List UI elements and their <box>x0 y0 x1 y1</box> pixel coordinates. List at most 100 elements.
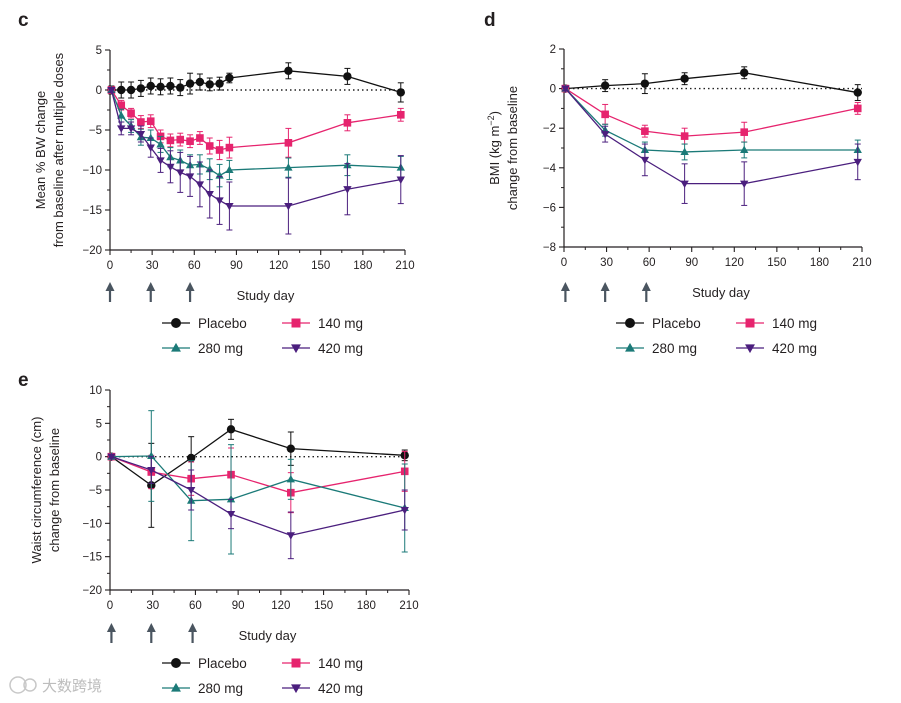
legend-item-mg420: 420 mg <box>282 341 363 356</box>
dosing-arrow <box>105 282 115 302</box>
marker-square <box>740 128 749 136</box>
y-label-superscript: −2 <box>486 115 496 125</box>
y-tick-label: 2 <box>550 44 556 56</box>
marker-circle <box>171 658 181 668</box>
dosing-arrow-head <box>105 282 115 291</box>
marker-circle <box>853 88 862 97</box>
marker-triangle-down <box>156 157 165 165</box>
dosing-arrow-head <box>560 282 570 291</box>
marker-triangle-up <box>146 133 155 142</box>
series-mg420 <box>107 453 409 560</box>
panel-letter-c: c <box>18 10 29 31</box>
legend-item-mg280: 280 mg <box>162 681 243 696</box>
legend: Placebo 140 mg 280 mg 420 mg <box>162 316 363 356</box>
panel-c: c 5 0 −5 −10 −15 −20 0 30 60 90 120 150 180 210 Study d… <box>18 10 415 356</box>
marker-triangle-up <box>226 494 236 503</box>
marker-triangle-up <box>147 451 156 460</box>
legend-item-mg420: 420 mg <box>282 681 363 696</box>
marker-circle <box>176 83 185 92</box>
marker-square <box>680 132 689 140</box>
y-tick-label: 0 <box>96 452 102 464</box>
marker-circle <box>600 81 610 90</box>
marker-circle <box>640 79 650 88</box>
marker-triangle-down <box>291 344 301 354</box>
marker-square <box>146 117 155 125</box>
y-tick-label: −20 <box>82 585 102 597</box>
marker-circle <box>146 81 155 91</box>
y-axis-label-line: Mean % BW change <box>33 91 48 210</box>
marker-triangle-up <box>680 147 689 155</box>
dosing-arrow <box>641 282 651 302</box>
marker-circle <box>171 318 181 328</box>
legend-label-mg420: 420 mg <box>318 681 363 696</box>
dosing-arrow <box>185 282 195 302</box>
x-tick-label: 90 <box>685 257 698 269</box>
marker-triangle-down <box>176 169 185 177</box>
series-line <box>111 456 405 537</box>
panel-letter-e: e <box>18 370 29 391</box>
y-tick-label: −15 <box>82 552 102 564</box>
x-tick-label: 0 <box>107 600 113 612</box>
x-tick-label: 120 <box>269 260 288 272</box>
x-tick-label: 150 <box>767 257 786 269</box>
legend-label-placebo: Placebo <box>198 316 247 331</box>
y-tick-label: −4 <box>543 163 557 175</box>
series-line <box>564 88 858 185</box>
marker-square <box>196 134 204 142</box>
marker-square <box>225 143 234 152</box>
y-label-text: ) <box>487 111 502 115</box>
marker-circle <box>156 82 165 92</box>
y-axis-label-line: Waist circumference (cm) <box>29 417 44 564</box>
marker-circle <box>186 453 196 463</box>
dosing-arrow-head <box>641 282 651 291</box>
marker-triangle-down <box>561 85 570 93</box>
marker-square <box>176 135 185 144</box>
dosing-arrow-head <box>188 623 198 632</box>
series-line <box>111 455 405 509</box>
y-tick-label: −20 <box>82 245 102 257</box>
y-tick-label: −8 <box>543 242 556 254</box>
marker-square <box>291 318 301 328</box>
legend-item-placebo: Placebo <box>162 316 247 331</box>
marker-circle <box>117 85 126 95</box>
legend-label-mg140: 140 mg <box>318 316 363 331</box>
marker-triangle-down <box>640 156 650 165</box>
legend-label-mg140: 140 mg <box>772 316 817 331</box>
x-tick-label: 0 <box>561 257 567 269</box>
series-placebo <box>561 66 862 101</box>
x-tick-label: 90 <box>232 600 245 612</box>
marker-square <box>745 318 755 328</box>
marker-triangle-down <box>205 190 214 199</box>
y-tick-label: 10 <box>89 385 102 397</box>
marker-triangle-down <box>740 180 749 189</box>
marker-circle <box>205 80 214 89</box>
y-tick-label: −2 <box>543 123 556 135</box>
marker-square <box>641 127 649 135</box>
legend-item-mg420: 420 mg <box>736 341 817 356</box>
marker-circle <box>185 79 195 88</box>
legend-item-placebo: Placebo <box>162 656 247 671</box>
y-tick-label: −6 <box>543 202 556 214</box>
marker-triangle-down <box>107 453 116 462</box>
series-mg420 <box>107 86 405 235</box>
y-tick-label: −10 <box>82 518 102 530</box>
marker-triangle-up <box>740 145 749 154</box>
x-tick-label: 210 <box>399 600 418 612</box>
marker-circle <box>226 425 236 434</box>
x-axis-label: Study day <box>239 628 297 643</box>
marker-triangle-up <box>225 165 234 174</box>
marker-triangle-down <box>400 506 409 515</box>
series-mg420 <box>561 85 862 206</box>
marker-circle <box>625 318 635 328</box>
marker-triangle-up <box>117 111 126 119</box>
marker-square <box>186 137 194 145</box>
dosing-arrow <box>188 623 198 643</box>
marker-triangle-down <box>226 510 236 519</box>
legend-label-placebo: Placebo <box>652 316 701 331</box>
x-axis-label: Study day <box>692 285 750 300</box>
series-mg280 <box>107 410 409 555</box>
legend-item-placebo: Placebo <box>616 316 701 331</box>
marker-square <box>205 142 214 150</box>
dosing-arrow-head <box>146 623 156 632</box>
